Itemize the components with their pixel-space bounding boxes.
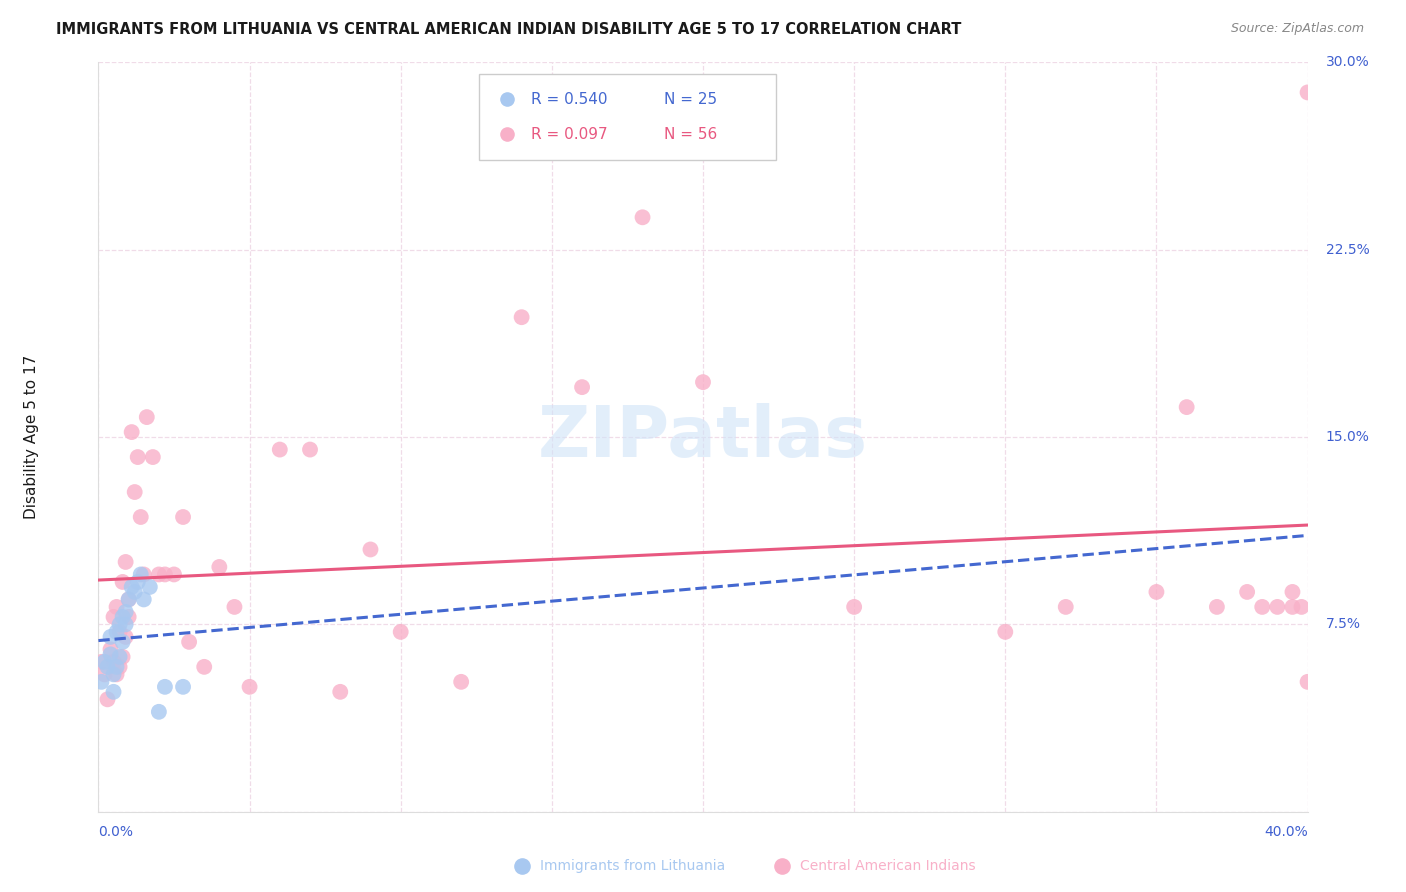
Point — [1296, 674, 1319, 689]
Point — [132, 592, 155, 607]
Point — [269, 442, 291, 457]
Text: 15.0%: 15.0% — [1326, 430, 1369, 444]
Point — [132, 567, 155, 582]
Text: 30.0%: 30.0% — [1326, 55, 1369, 70]
Point — [148, 567, 170, 582]
Point — [1236, 585, 1258, 599]
Point — [100, 642, 122, 657]
Point — [135, 410, 157, 425]
Point — [994, 624, 1017, 639]
Point — [114, 605, 136, 619]
Point — [1054, 599, 1077, 614]
Text: R = 0.540: R = 0.540 — [531, 92, 607, 107]
Point — [100, 648, 122, 662]
Point — [121, 580, 143, 594]
Point — [224, 599, 246, 614]
Point — [111, 610, 134, 624]
Text: Source: ZipAtlas.com: Source: ZipAtlas.com — [1230, 22, 1364, 36]
Point — [142, 450, 165, 464]
Point — [127, 574, 149, 589]
Text: R = 0.097: R = 0.097 — [531, 127, 607, 142]
Point — [1296, 86, 1319, 100]
Point — [103, 685, 125, 699]
Point — [1206, 599, 1229, 614]
FancyBboxPatch shape — [479, 74, 776, 160]
Point — [118, 592, 141, 607]
Point — [1144, 585, 1167, 599]
Point — [129, 510, 152, 524]
Text: Disability Age 5 to 17: Disability Age 5 to 17 — [24, 355, 39, 519]
Point — [208, 560, 231, 574]
Point — [844, 599, 866, 614]
Point — [139, 580, 162, 594]
Point — [127, 450, 149, 464]
Point — [105, 667, 128, 681]
Point — [510, 310, 533, 325]
Point — [148, 705, 170, 719]
Text: 7.5%: 7.5% — [1326, 617, 1361, 632]
Point — [193, 660, 215, 674]
Point — [124, 585, 146, 599]
Point — [93, 655, 115, 669]
Point — [1281, 599, 1303, 614]
Point — [96, 692, 118, 706]
Point — [103, 610, 125, 624]
Point — [692, 375, 714, 389]
Point — [108, 649, 131, 664]
Point — [1175, 400, 1198, 414]
Text: Immigrants from Lithuania: Immigrants from Lithuania — [540, 859, 725, 872]
Point — [153, 567, 176, 582]
Point — [114, 630, 136, 644]
Point — [360, 542, 382, 557]
Point — [389, 624, 412, 639]
Point — [450, 674, 472, 689]
Point — [114, 617, 136, 632]
Point — [105, 599, 128, 614]
Point — [118, 610, 141, 624]
Text: Central American Indians: Central American Indians — [800, 859, 976, 872]
Point — [111, 649, 134, 664]
Point — [90, 655, 112, 669]
Point — [108, 660, 131, 674]
Text: ZIPatlas: ZIPatlas — [538, 402, 868, 472]
Point — [172, 680, 194, 694]
Point — [111, 635, 134, 649]
Text: 0.0%: 0.0% — [98, 825, 134, 839]
Point — [299, 442, 322, 457]
Point — [105, 624, 128, 639]
Point — [103, 655, 125, 669]
Point — [96, 660, 118, 674]
Point — [100, 630, 122, 644]
Point — [105, 660, 128, 674]
Point — [153, 680, 176, 694]
Point — [1251, 599, 1274, 614]
Point — [114, 555, 136, 569]
Point — [93, 667, 115, 681]
Text: 22.5%: 22.5% — [1326, 243, 1369, 257]
Text: N = 25: N = 25 — [664, 92, 717, 107]
Point — [329, 685, 352, 699]
Point — [1291, 599, 1313, 614]
Point — [108, 624, 131, 639]
Point — [163, 567, 186, 582]
Point — [121, 425, 143, 439]
Point — [108, 617, 131, 632]
Point — [129, 567, 152, 582]
Point — [172, 510, 194, 524]
Point — [239, 680, 262, 694]
Point — [1265, 599, 1288, 614]
Text: 40.0%: 40.0% — [1264, 825, 1308, 839]
Point — [118, 592, 141, 607]
Point — [111, 574, 134, 589]
Point — [177, 635, 201, 649]
Text: N = 56: N = 56 — [664, 127, 717, 142]
Point — [124, 485, 146, 500]
Point — [1281, 585, 1303, 599]
Text: IMMIGRANTS FROM LITHUANIA VS CENTRAL AMERICAN INDIAN DISABILITY AGE 5 TO 17 CORR: IMMIGRANTS FROM LITHUANIA VS CENTRAL AME… — [56, 22, 962, 37]
Point — [103, 667, 125, 681]
Point — [571, 380, 593, 394]
Point — [90, 674, 112, 689]
Point — [631, 211, 654, 225]
